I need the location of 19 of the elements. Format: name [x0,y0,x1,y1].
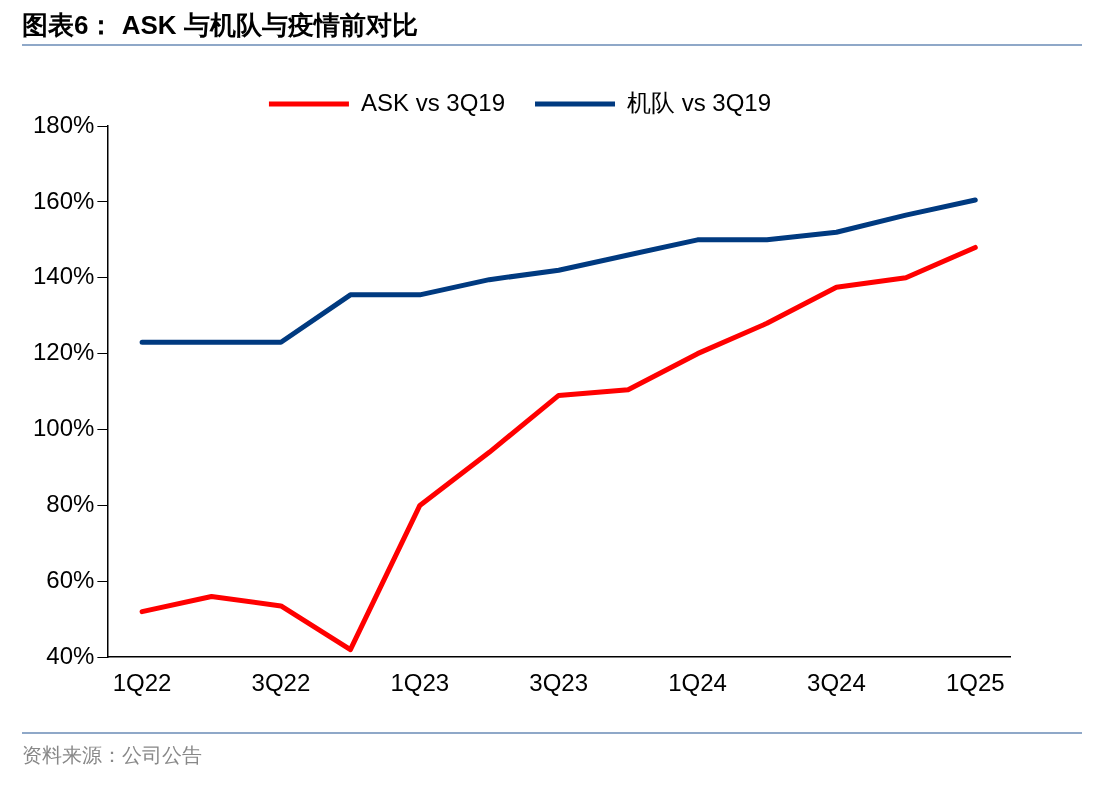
x-tick-label: 3Q22 [251,669,311,697]
y-tick-label: 40% [46,641,95,669]
y-tick-label: 100% [32,414,95,442]
y-tick-label: 120% [32,338,95,366]
x-tick-label: 1Q24 [668,669,727,697]
y-tick-label: 80% [46,490,95,518]
x-tick-label: 1Q25 [945,669,1005,697]
x-tick-label: 3Q23 [529,669,589,697]
y-tick-label: 140% [32,262,95,290]
y-tick-label: 160% [32,186,95,214]
y-tick-label: 60% [46,565,95,593]
legend-label: 机队 vs 3Q19 [627,88,772,116]
x-tick-label: 1Q22 [112,669,172,697]
text: 资料来源：公司公告 [22,742,202,769]
legend-label: ASK vs 3Q19 [360,88,506,116]
x-tick-label: 1Q23 [390,669,450,697]
chart-title: 图表6： ASK 与机队与疫情前对比 [22,9,418,42]
y-tick-label: 180% [32,110,95,138]
x-tick-label: 3Q24 [807,669,866,697]
